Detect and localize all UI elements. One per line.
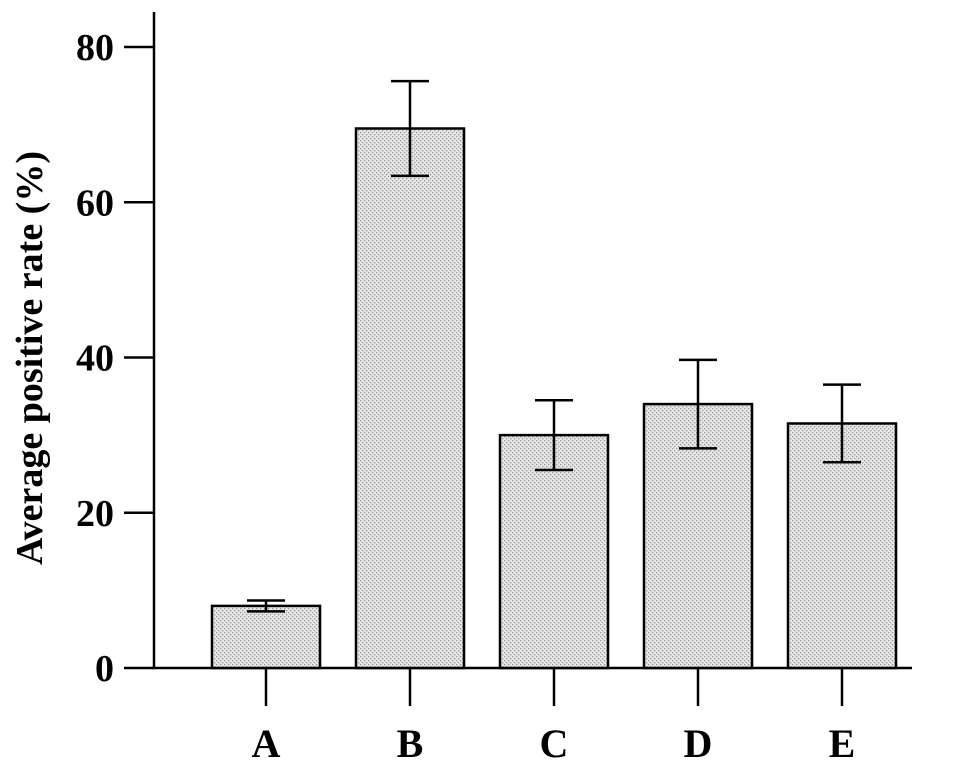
labels-group: 0 20 40 60 80 A B C D E	[76, 27, 855, 766]
x-tick-label-A: A	[252, 721, 281, 766]
x-tick-label-C: C	[540, 721, 569, 766]
bar-B	[354, 127, 466, 670]
y-axis-label: Average positive rate (%)	[9, 151, 51, 565]
x-tick-label-B: B	[397, 721, 424, 766]
x-tick-label-D: D	[684, 721, 713, 766]
error-bars-group	[247, 79, 861, 613]
bar-C	[498, 433, 610, 670]
bars-group	[210, 127, 898, 670]
y-tick-label: 0	[95, 648, 114, 690]
x-tick-label-E: E	[829, 721, 856, 766]
y-tick-label: 40	[76, 338, 114, 380]
y-tick-label: 60	[76, 182, 114, 224]
y-tick-label: 80	[76, 27, 114, 69]
y-tick-label: 20	[76, 493, 114, 535]
bar-A	[210, 604, 322, 670]
